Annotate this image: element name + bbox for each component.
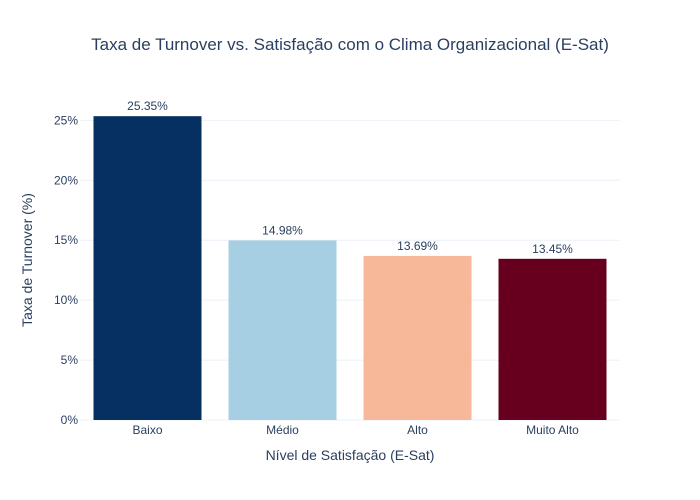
- y-tick-label: 25%: [54, 113, 78, 127]
- bar-value-label: 25.35%: [127, 99, 168, 113]
- chart-title: Taxa de Turnover vs. Satisfação com o Cl…: [91, 35, 609, 54]
- x-tick-label: Alto: [407, 423, 428, 437]
- y-axis-title: Taxa de Turnover (%): [19, 193, 35, 327]
- bar-value-label: 14.98%: [262, 223, 303, 237]
- x-tick-label: Baixo: [132, 423, 162, 437]
- bar-médio[interactable]: [228, 240, 337, 420]
- y-tick-label: 10%: [54, 293, 78, 307]
- bar-alto[interactable]: [363, 255, 472, 420]
- bar-value-label: 13.45%: [532, 242, 573, 256]
- x-axis-title: Nível de Satisfação (E-Sat): [266, 447, 435, 463]
- bar-muito-alto[interactable]: [498, 258, 607, 420]
- y-tick-label: 5%: [61, 353, 79, 367]
- x-tick-label: Muito Alto: [526, 423, 579, 437]
- bar-value-label: 13.69%: [397, 239, 438, 253]
- x-axis-ticks: Baixo Médio Alto Muito Alto: [132, 423, 579, 437]
- y-axis-ticks: 0% 5% 10% 15% 20% 25%: [54, 113, 78, 427]
- bar-baixo[interactable]: [93, 116, 202, 420]
- data-labels: 25.35% 14.98% 13.69% 13.45%: [127, 99, 573, 256]
- bars: [93, 116, 607, 420]
- y-tick-label: 15%: [54, 233, 78, 247]
- x-tick-label: Médio: [266, 423, 299, 437]
- y-tick-label: 20%: [54, 173, 78, 187]
- y-tick-label: 0%: [61, 413, 79, 427]
